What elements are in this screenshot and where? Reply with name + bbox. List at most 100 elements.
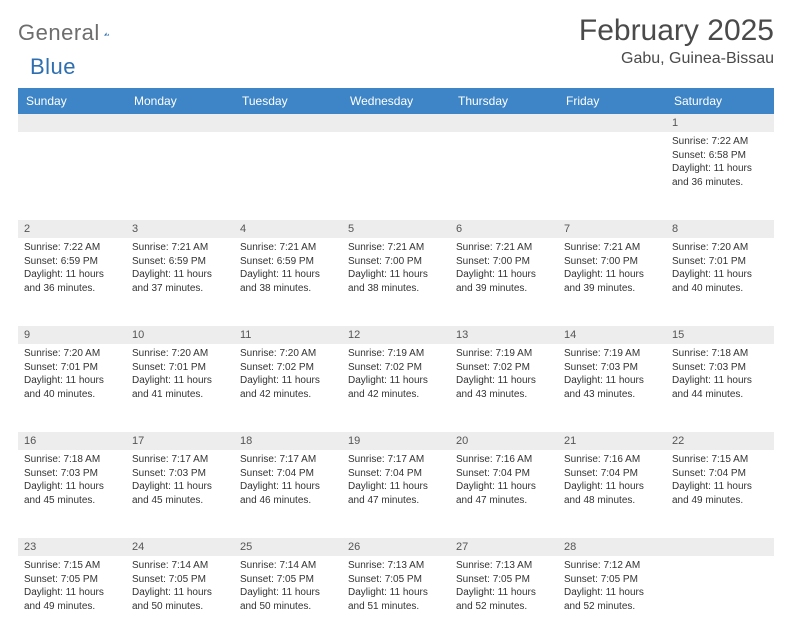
day-cell [342,132,450,220]
calendar-grid: Sunday Monday Tuesday Wednesday Thursday… [18,88,774,644]
day-cell [450,132,558,220]
sunrise-text: Sunrise: 7:19 AM [348,347,444,361]
sunrise-text: Sunrise: 7:13 AM [456,559,552,573]
day-cell: Sunrise: 7:17 AMSunset: 7:04 PMDaylight:… [342,450,450,538]
sunset-text: Sunset: 7:04 PM [672,467,768,481]
sunrise-text: Sunrise: 7:20 AM [240,347,336,361]
week-row: 1Sunrise: 7:22 AMSunset: 6:58 PMDaylight… [18,114,774,220]
sunset-text: Sunset: 7:04 PM [348,467,444,481]
day-cell: Sunrise: 7:21 AMSunset: 7:00 PMDaylight:… [450,238,558,326]
day-number: 25 [234,538,342,556]
sunset-text: Sunset: 7:01 PM [672,255,768,269]
week-body-row: Sunrise: 7:20 AMSunset: 7:01 PMDaylight:… [18,344,774,432]
day-number: 3 [126,220,234,238]
day-cell: Sunrise: 7:17 AMSunset: 7:04 PMDaylight:… [234,450,342,538]
day-number: 12 [342,326,450,344]
daylight-text: Daylight: 11 hours and 50 minutes. [132,586,228,613]
sail-icon [104,25,109,43]
daylight-text: Daylight: 11 hours and 45 minutes. [132,480,228,507]
sunrise-text: Sunrise: 7:15 AM [672,453,768,467]
daynum-row: 9101112131415 [18,326,774,344]
day-cell: Sunrise: 7:13 AMSunset: 7:05 PMDaylight:… [342,556,450,644]
day-number: 19 [342,432,450,450]
daylight-text: Daylight: 11 hours and 42 minutes. [348,374,444,401]
week-row: 232425262728Sunrise: 7:15 AMSunset: 7:05… [18,538,774,644]
sunrise-text: Sunrise: 7:14 AM [132,559,228,573]
weeks-container: 1Sunrise: 7:22 AMSunset: 6:58 PMDaylight… [18,114,774,644]
daylight-text: Daylight: 11 hours and 51 minutes. [348,586,444,613]
day-number: 2 [18,220,126,238]
sunset-text: Sunset: 7:05 PM [564,573,660,587]
weekday-tuesday: Tuesday [234,88,342,114]
day-number: 16 [18,432,126,450]
sunset-text: Sunset: 7:03 PM [564,361,660,375]
week-body-row: Sunrise: 7:15 AMSunset: 7:05 PMDaylight:… [18,556,774,644]
day-number: 9 [18,326,126,344]
day-cell: Sunrise: 7:20 AMSunset: 7:01 PMDaylight:… [126,344,234,432]
daylight-text: Daylight: 11 hours and 52 minutes. [456,586,552,613]
sunrise-text: Sunrise: 7:17 AM [348,453,444,467]
sunset-text: Sunset: 7:04 PM [456,467,552,481]
sunrise-text: Sunrise: 7:19 AM [456,347,552,361]
day-cell: Sunrise: 7:13 AMSunset: 7:05 PMDaylight:… [450,556,558,644]
sunset-text: Sunset: 7:04 PM [240,467,336,481]
sunrise-text: Sunrise: 7:20 AM [24,347,120,361]
week-row: 16171819202122Sunrise: 7:18 AMSunset: 7:… [18,432,774,538]
day-number: 4 [234,220,342,238]
sunset-text: Sunset: 7:01 PM [24,361,120,375]
daylight-text: Daylight: 11 hours and 49 minutes. [24,586,120,613]
sunrise-text: Sunrise: 7:22 AM [24,241,120,255]
sunset-text: Sunset: 6:59 PM [240,255,336,269]
daylight-text: Daylight: 11 hours and 48 minutes. [564,480,660,507]
day-cell: Sunrise: 7:14 AMSunset: 7:05 PMDaylight:… [234,556,342,644]
day-cell: Sunrise: 7:18 AMSunset: 7:03 PMDaylight:… [666,344,774,432]
sunset-text: Sunset: 7:02 PM [240,361,336,375]
daylight-text: Daylight: 11 hours and 43 minutes. [564,374,660,401]
day-cell: Sunrise: 7:19 AMSunset: 7:02 PMDaylight:… [450,344,558,432]
day-number: 14 [558,326,666,344]
day-cell: Sunrise: 7:19 AMSunset: 7:02 PMDaylight:… [342,344,450,432]
daylight-text: Daylight: 11 hours and 47 minutes. [348,480,444,507]
daynum-row: 16171819202122 [18,432,774,450]
day-cell: Sunrise: 7:20 AMSunset: 7:01 PMDaylight:… [18,344,126,432]
day-number: 13 [450,326,558,344]
day-cell: Sunrise: 7:18 AMSunset: 7:03 PMDaylight:… [18,450,126,538]
sunset-text: Sunset: 7:05 PM [348,573,444,587]
daylight-text: Daylight: 11 hours and 43 minutes. [456,374,552,401]
weekday-thursday: Thursday [450,88,558,114]
sunrise-text: Sunrise: 7:21 AM [348,241,444,255]
day-number: 6 [450,220,558,238]
day-number [342,114,450,132]
day-number: 21 [558,432,666,450]
weekday-monday: Monday [126,88,234,114]
sunset-text: Sunset: 7:02 PM [456,361,552,375]
day-number: 23 [18,538,126,556]
day-cell: Sunrise: 7:22 AMSunset: 6:59 PMDaylight:… [18,238,126,326]
day-cell [126,132,234,220]
day-cell: Sunrise: 7:21 AMSunset: 7:00 PMDaylight:… [342,238,450,326]
day-cell: Sunrise: 7:21 AMSunset: 7:00 PMDaylight:… [558,238,666,326]
day-number: 10 [126,326,234,344]
sunset-text: Sunset: 6:59 PM [132,255,228,269]
day-number: 18 [234,432,342,450]
weekday-sunday: Sunday [18,88,126,114]
sunset-text: Sunset: 7:05 PM [24,573,120,587]
sunrise-text: Sunrise: 7:21 AM [564,241,660,255]
sunset-text: Sunset: 7:05 PM [132,573,228,587]
daylight-text: Daylight: 11 hours and 45 minutes. [24,480,120,507]
sunset-text: Sunset: 7:00 PM [456,255,552,269]
weekday-saturday: Saturday [666,88,774,114]
week-body-row: Sunrise: 7:18 AMSunset: 7:03 PMDaylight:… [18,450,774,538]
sunrise-text: Sunrise: 7:18 AM [672,347,768,361]
day-number: 15 [666,326,774,344]
sunset-text: Sunset: 7:02 PM [348,361,444,375]
brand-text-2: Blue [18,54,76,79]
day-cell: Sunrise: 7:19 AMSunset: 7:03 PMDaylight:… [558,344,666,432]
day-number: 27 [450,538,558,556]
sunset-text: Sunset: 7:03 PM [24,467,120,481]
day-cell: Sunrise: 7:14 AMSunset: 7:05 PMDaylight:… [126,556,234,644]
day-number: 24 [126,538,234,556]
sunset-text: Sunset: 7:05 PM [240,573,336,587]
daylight-text: Daylight: 11 hours and 39 minutes. [564,268,660,295]
day-cell: Sunrise: 7:20 AMSunset: 7:02 PMDaylight:… [234,344,342,432]
